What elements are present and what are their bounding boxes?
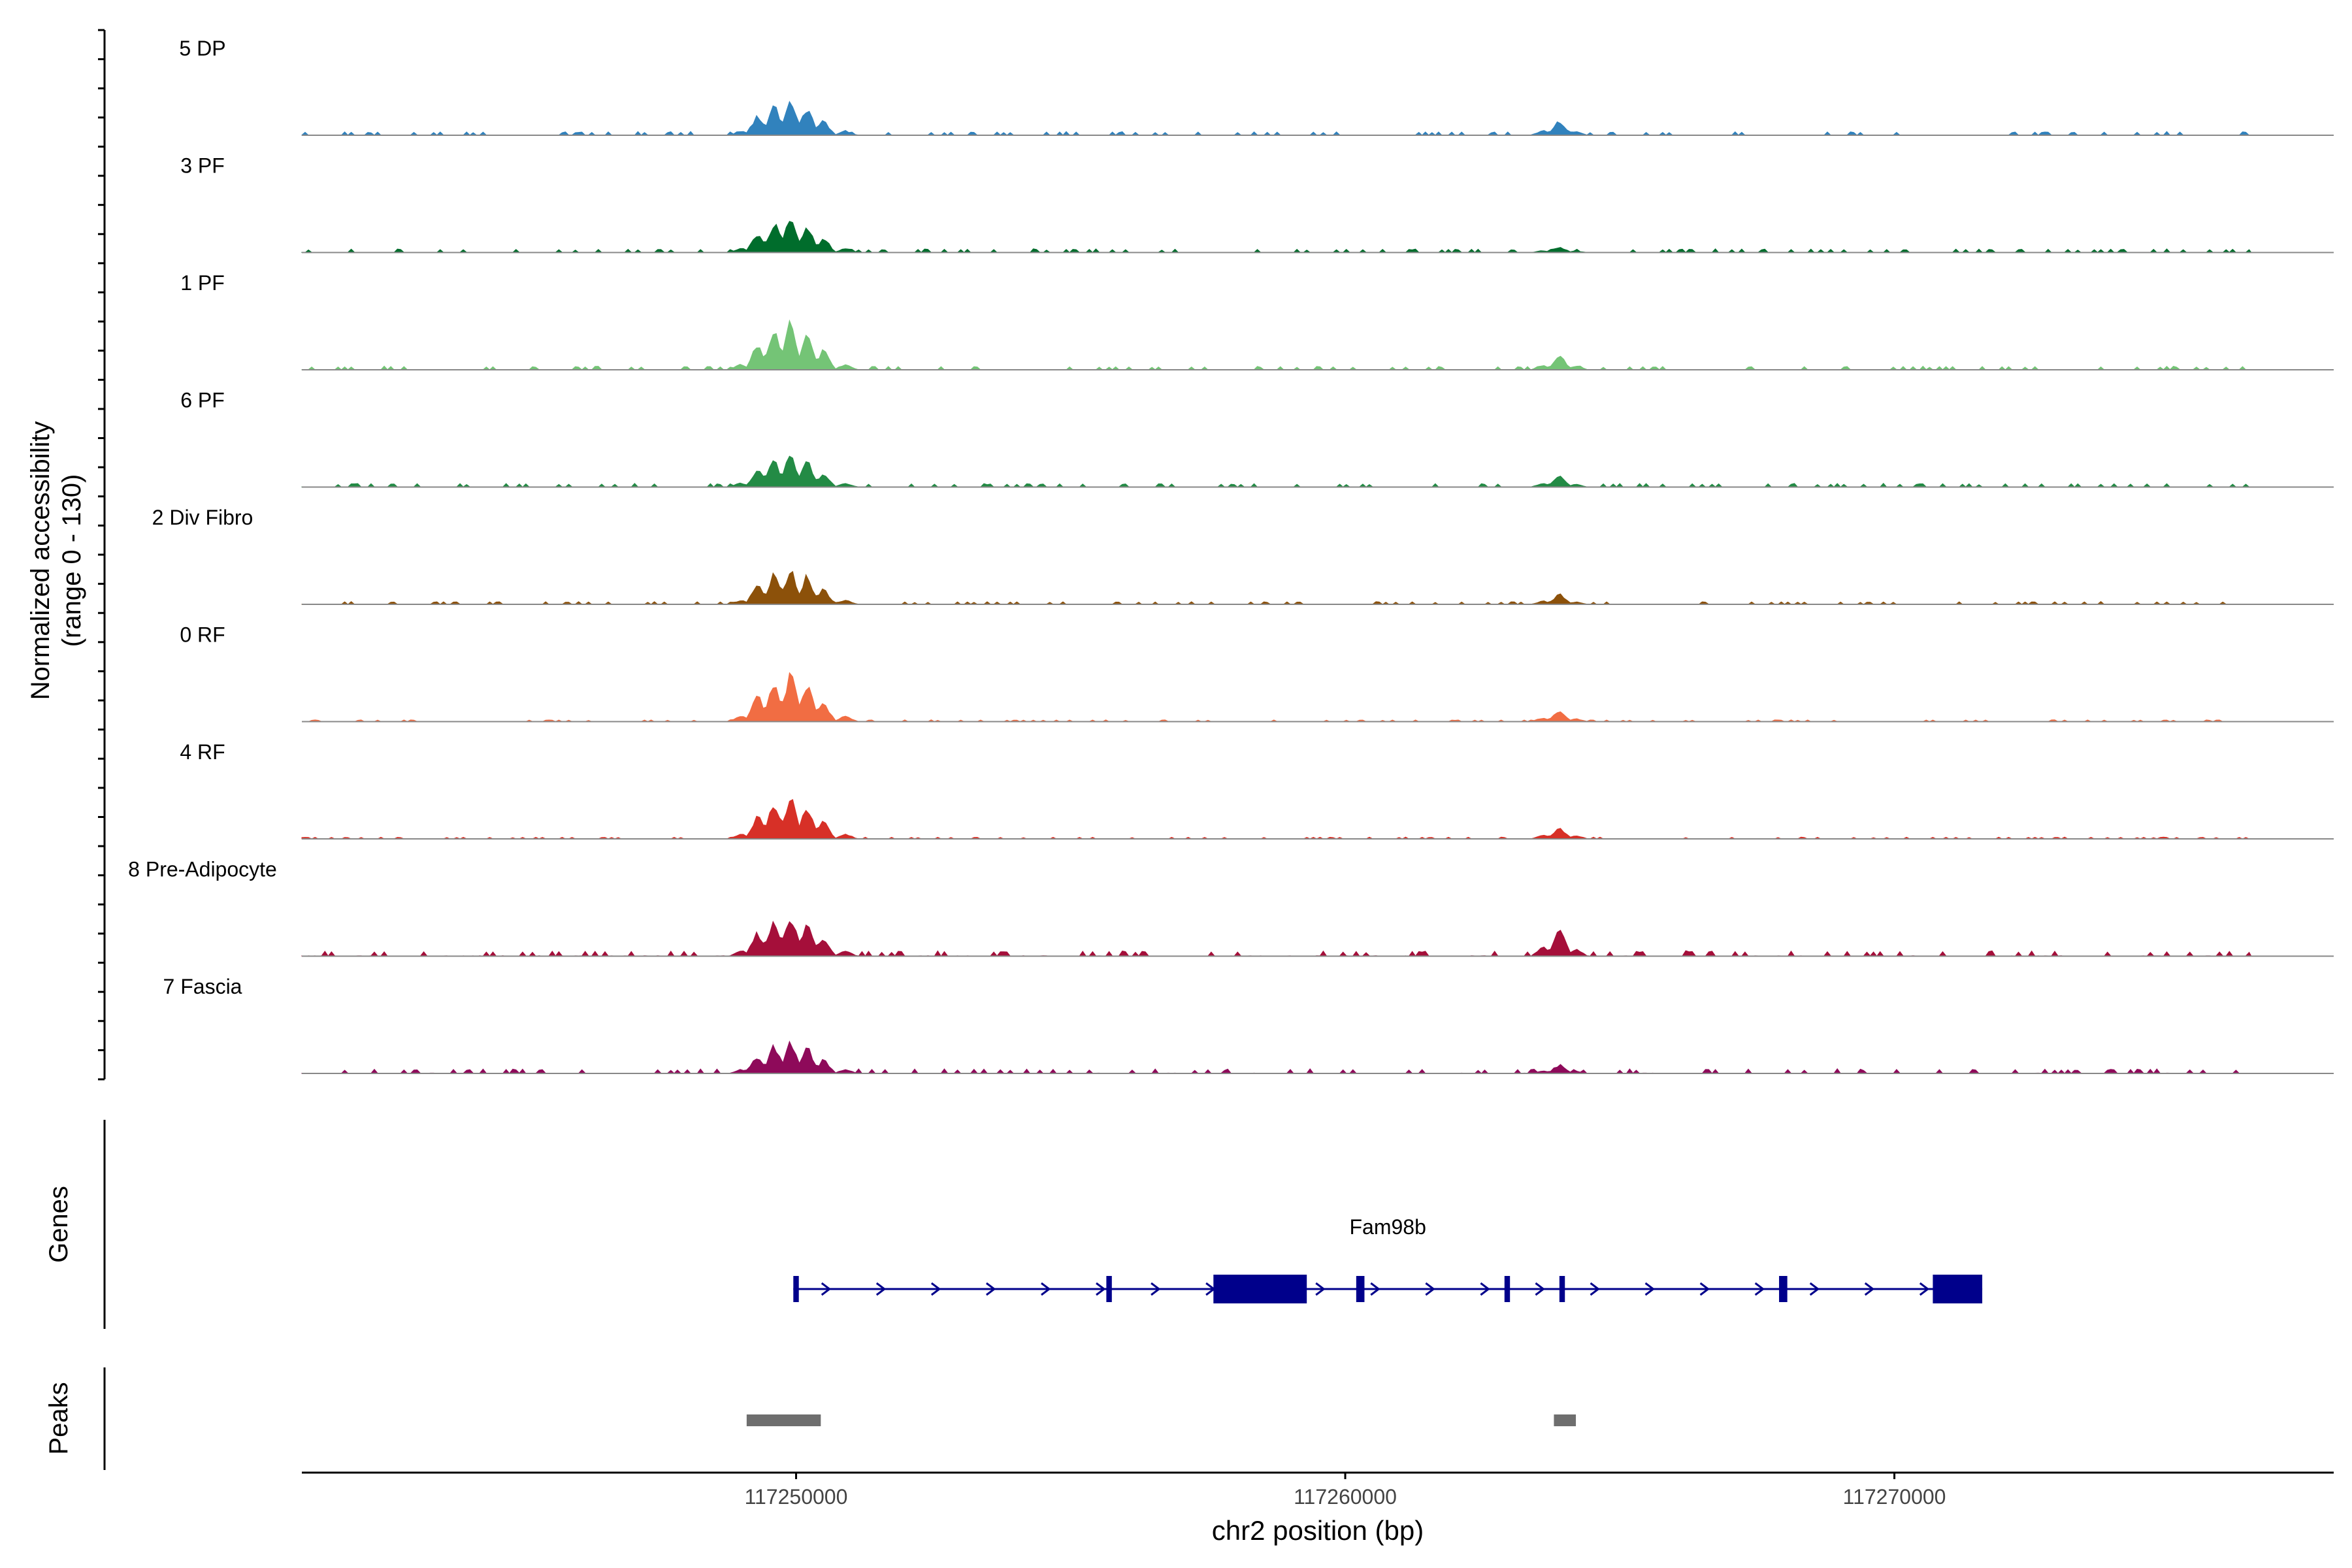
strand-arrow	[1809, 1282, 1820, 1296]
peak-bars	[746, 1414, 1576, 1426]
x-tick-label: 117250000	[745, 1485, 848, 1509]
track-7: 8 Pre-Adipocyte	[128, 858, 2334, 957]
strand-arrow	[1590, 1282, 1600, 1296]
strand-arrow	[1864, 1282, 1875, 1296]
exon	[793, 1276, 799, 1302]
exon	[1213, 1275, 1307, 1303]
track-label: 5 DP	[179, 37, 225, 60]
exon	[1106, 1276, 1112, 1302]
strand-arrow	[821, 1282, 832, 1296]
strand-arrow	[1370, 1282, 1380, 1296]
peaks-track-label: Peaks	[44, 1382, 73, 1454]
y-axis-range-label: (range 0 - 130)	[57, 474, 86, 647]
strand-arrow	[1535, 1282, 1545, 1296]
peaks-panel: Peaks	[44, 1367, 1576, 1470]
track-label: 6 PF	[180, 389, 225, 412]
strand-arrow	[1480, 1282, 1490, 1296]
exon	[1356, 1276, 1365, 1302]
exon	[1504, 1276, 1511, 1302]
strand-arrow	[1754, 1282, 1765, 1296]
track-label: 7 Fascia	[163, 975, 242, 998]
track-5: 0 RF	[180, 623, 2334, 723]
track-6: 4 RF	[180, 740, 2334, 840]
strand-arrow	[875, 1282, 887, 1296]
exon	[1559, 1276, 1565, 1302]
x-tick-label: 117260000	[1294, 1485, 1397, 1509]
track-label: 1 PF	[180, 271, 225, 295]
track-label: 4 RF	[180, 740, 225, 764]
gene-name-label: Fam98b	[1349, 1215, 1426, 1239]
track-8: 7 Fascia	[163, 975, 2334, 1074]
strand-arrow	[1699, 1282, 1710, 1296]
y-axis-label: Normalized accessibility	[26, 421, 55, 700]
peak-bar	[746, 1414, 821, 1426]
peak-bar	[1554, 1414, 1576, 1426]
strand-arrow	[1919, 1282, 1930, 1296]
gene-model	[793, 1275, 1983, 1303]
track-2: 1 PF	[180, 271, 2334, 370]
exon	[1779, 1276, 1788, 1302]
y-axis-ticks	[98, 29, 105, 1081]
strand-arrow	[1315, 1282, 1326, 1296]
genes-panel: Genes Fam98b	[44, 1120, 1983, 1329]
x-tick-label: 117270000	[1843, 1485, 1946, 1509]
strand-arrow	[1644, 1282, 1656, 1296]
track-1: 3 PF	[180, 154, 2334, 253]
strand-arrow	[1041, 1282, 1051, 1296]
genes-track-label: Genes	[44, 1186, 73, 1263]
strand-arrow	[1096, 1282, 1106, 1296]
strand-arrow	[985, 1282, 996, 1296]
track-label: 3 PF	[180, 154, 225, 178]
strand-arrow	[1425, 1282, 1435, 1296]
track-label: 0 RF	[180, 623, 225, 647]
track-label: 2 Div Fibro	[152, 506, 253, 529]
strand-arrow	[1151, 1282, 1161, 1296]
strand-arrow	[930, 1282, 941, 1296]
x-axis-ticks: 117250000 117260000 117270000	[745, 1473, 1946, 1509]
x-axis-title: chr2 position (bp)	[1212, 1515, 1424, 1546]
track-4: 2 Div Fibro	[152, 506, 2334, 605]
coverage-tracks: 5 DP 3 PF 1 PF 6 PF 2 Div Fibro 0 RF 4 RF 8 Pre…	[128, 37, 2334, 1074]
exon	[1933, 1275, 1983, 1303]
track-3: 6 PF	[180, 389, 2334, 488]
track-label: 8 Pre-Adipocyte	[128, 858, 277, 881]
track-0: 5 DP	[179, 37, 2334, 136]
